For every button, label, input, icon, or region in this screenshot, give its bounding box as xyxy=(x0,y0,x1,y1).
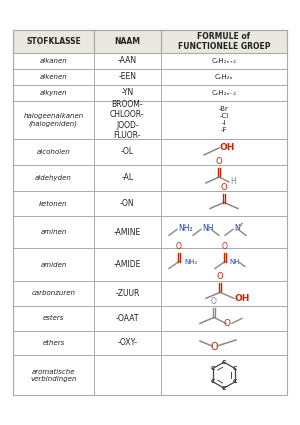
Bar xyxy=(13,30,94,53)
Text: carbonzuren: carbonzuren xyxy=(32,290,75,296)
Bar xyxy=(161,216,287,249)
Bar xyxy=(13,331,94,355)
Text: NH: NH xyxy=(202,224,214,233)
Text: alkanen: alkanen xyxy=(40,58,67,64)
Text: OH: OH xyxy=(220,144,236,153)
Bar xyxy=(94,30,161,53)
Bar xyxy=(13,139,94,165)
Text: -YN: -YN xyxy=(121,88,134,97)
Bar xyxy=(94,331,161,355)
Text: NH₂: NH₂ xyxy=(178,224,193,233)
Bar xyxy=(13,69,94,85)
Text: NH₂: NH₂ xyxy=(184,258,197,264)
Text: O: O xyxy=(211,298,217,306)
Text: aldehyden: aldehyden xyxy=(35,175,72,181)
Text: -ZUUR: -ZUUR xyxy=(115,289,140,298)
Text: -EEN: -EEN xyxy=(118,72,136,81)
Text: C: C xyxy=(233,366,238,371)
Text: aromatische
verbindingen: aromatische verbindingen xyxy=(30,368,77,382)
Text: CₙH₂ₙ₋₂: CₙH₂ₙ₋₂ xyxy=(212,90,236,96)
Bar xyxy=(13,280,94,306)
Bar xyxy=(94,101,161,139)
Text: -AMINE: -AMINE xyxy=(114,228,141,237)
Bar xyxy=(94,306,161,331)
Text: aminen: aminen xyxy=(40,230,67,235)
Text: NH: NH xyxy=(229,258,239,264)
Text: BROOM-
CHLOOR-
JOOD-
FLUOR-: BROOM- CHLOOR- JOOD- FLUOR- xyxy=(110,100,145,140)
Bar xyxy=(13,101,94,139)
Text: amiden: amiden xyxy=(40,261,67,267)
Bar xyxy=(13,249,94,280)
Bar xyxy=(13,216,94,249)
Text: ethers: ethers xyxy=(42,340,64,346)
Bar xyxy=(161,85,287,101)
Bar xyxy=(94,85,161,101)
Bar xyxy=(13,53,94,69)
Text: NAAM: NAAM xyxy=(114,37,140,46)
Bar xyxy=(161,139,287,165)
Bar xyxy=(94,249,161,280)
Text: O: O xyxy=(221,182,227,192)
Bar xyxy=(13,191,94,216)
Bar xyxy=(161,69,287,85)
Bar xyxy=(161,30,287,53)
Bar xyxy=(94,355,161,395)
Text: O: O xyxy=(210,342,218,352)
Text: C: C xyxy=(211,379,215,384)
Text: C: C xyxy=(211,366,215,371)
Text: esters: esters xyxy=(43,315,64,321)
Text: -OXY-: -OXY- xyxy=(117,338,137,348)
Text: OH: OH xyxy=(235,294,250,303)
Text: ketonen: ketonen xyxy=(39,201,68,207)
Text: -Br
-Cl
-I
-F: -Br -Cl -I -F xyxy=(219,106,229,133)
Bar xyxy=(94,280,161,306)
Text: STOFKLASSE: STOFKLASSE xyxy=(26,37,81,46)
Bar xyxy=(13,85,94,101)
Text: -OAAT: -OAAT xyxy=(116,314,139,323)
Text: alkenen: alkenen xyxy=(40,74,67,80)
Bar xyxy=(94,53,161,69)
Text: O: O xyxy=(217,272,223,281)
Bar xyxy=(94,191,161,216)
Bar xyxy=(161,306,287,331)
Bar xyxy=(94,69,161,85)
Bar xyxy=(161,331,287,355)
Text: -AAN: -AAN xyxy=(118,56,137,65)
Bar xyxy=(161,191,287,216)
Bar xyxy=(161,165,287,191)
Bar xyxy=(94,216,161,249)
Bar xyxy=(161,101,287,139)
Text: N: N xyxy=(234,224,240,233)
Bar xyxy=(13,306,94,331)
Text: CₙH₂ₙ₊₂: CₙH₂ₙ₊₂ xyxy=(212,58,236,64)
Text: CₙH₂ₙ: CₙH₂ₙ xyxy=(215,74,233,80)
Text: O: O xyxy=(216,157,222,166)
Text: alcoholen: alcoholen xyxy=(37,149,70,155)
Text: FORMULE of
FUNCTIONELE GROEP: FORMULE of FUNCTIONELE GROEP xyxy=(178,31,270,51)
Text: O: O xyxy=(176,241,182,250)
Text: O: O xyxy=(224,319,230,328)
Text: C: C xyxy=(233,379,238,384)
Text: halogeenalkanen
(halogeniden): halogeenalkanen (halogeniden) xyxy=(23,113,83,127)
Text: O: O xyxy=(222,241,228,250)
Bar xyxy=(161,280,287,306)
Text: C: C xyxy=(222,385,226,391)
Bar xyxy=(161,53,287,69)
Text: H: H xyxy=(230,178,236,187)
Text: -OL: -OL xyxy=(121,147,134,156)
Bar xyxy=(161,249,287,280)
Bar xyxy=(13,165,94,191)
Text: -AL: -AL xyxy=(121,173,134,182)
Bar xyxy=(13,30,287,395)
Bar xyxy=(94,165,161,191)
Text: -ON: -ON xyxy=(120,199,135,208)
Bar xyxy=(161,355,287,395)
Text: alkynen: alkynen xyxy=(40,90,67,96)
Bar xyxy=(94,139,161,165)
Bar xyxy=(13,355,94,395)
Text: C: C xyxy=(222,360,226,365)
Text: -AMIDE: -AMIDE xyxy=(114,260,141,269)
